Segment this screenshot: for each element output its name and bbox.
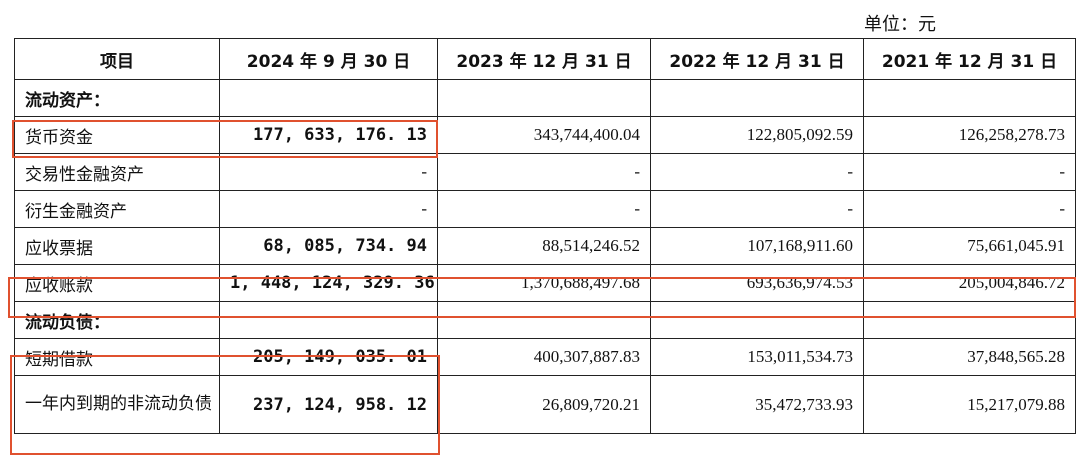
value-cell: - — [863, 190, 1076, 228]
empty-cell — [437, 79, 651, 117]
empty-cell — [863, 79, 1076, 117]
empty-cell — [650, 79, 864, 117]
row-label: 货币资金 — [14, 116, 220, 154]
table-row: 流动资产： — [14, 79, 1076, 117]
value-cell: - — [650, 153, 864, 191]
row-label: 一年内到期的非流动负债 — [14, 375, 220, 434]
empty-cell — [219, 301, 438, 339]
section-current-assets: 流动资产： — [14, 79, 220, 117]
value-cell: 126,258,278.73 — [863, 116, 1076, 154]
table-row: 衍生金融资产 - - - - — [14, 190, 1076, 228]
section-current-liabilities: 流动负债： — [14, 301, 220, 339]
header-2021-12-31: 2021 年 12 月 31 日 — [863, 38, 1076, 80]
value-cell: - — [437, 153, 651, 191]
empty-cell — [219, 79, 438, 117]
value-cell: 400,307,887.83 — [437, 338, 651, 376]
table-row: 短期借款 205, 149, 035. 01 400,307,887.83 15… — [14, 338, 1076, 376]
empty-cell — [437, 301, 651, 339]
value-cell: 343,744,400.04 — [437, 116, 651, 154]
empty-cell — [650, 301, 864, 339]
header-2023-12-31: 2023 年 12 月 31 日 — [437, 38, 651, 80]
value-cell: 26,809,720.21 — [437, 375, 651, 434]
value-cell: 107,168,911.60 — [650, 227, 864, 265]
row-label: 应收票据 — [14, 227, 220, 265]
table-row: 应收账款 1, 448, 124, 329. 36 1,370,688,497.… — [14, 264, 1076, 302]
value-cell: 177, 633, 176. 13 — [219, 116, 438, 154]
row-label: 短期借款 — [14, 338, 220, 376]
row-label: 衍生金融资产 — [14, 190, 220, 228]
value-cell: 15,217,079.88 — [863, 375, 1076, 434]
value-cell: 1,370,688,497.68 — [437, 264, 651, 302]
value-cell: 88,514,246.52 — [437, 227, 651, 265]
financial-table: 项目 2024 年 9 月 30 日 2023 年 12 月 31 日 2022… — [14, 38, 1076, 434]
value-cell: - — [219, 153, 438, 191]
empty-cell — [863, 301, 1076, 339]
header-2024-09-30: 2024 年 9 月 30 日 — [219, 38, 438, 80]
value-cell: 153,011,534.73 — [650, 338, 864, 376]
table-row: 货币资金 177, 633, 176. 13 343,744,400.04 12… — [14, 116, 1076, 154]
table-row: 交易性金融资产 - - - - — [14, 153, 1076, 191]
table-row: 应收票据 68, 085, 734. 94 88,514,246.52 107,… — [14, 227, 1076, 265]
value-cell: - — [219, 190, 438, 228]
value-cell: 122,805,092.59 — [650, 116, 864, 154]
value-cell: - — [650, 190, 864, 228]
value-cell: 205,004,846.72 — [863, 264, 1076, 302]
table-row: 流动负债： — [14, 301, 1076, 339]
row-label: 应收账款 — [14, 264, 220, 302]
value-cell: 237, 124, 958. 12 — [219, 375, 438, 434]
row-label: 交易性金融资产 — [14, 153, 220, 191]
value-cell: - — [863, 153, 1076, 191]
unit-label: 单位：元 — [864, 14, 936, 35]
table-row: 一年内到期的非流动负债 237, 124, 958. 12 26,809,720… — [14, 375, 1076, 434]
value-cell: 205, 149, 035. 01 — [219, 338, 438, 376]
value-cell: 35,472,733.93 — [650, 375, 864, 434]
value-cell: 75,661,045.91 — [863, 227, 1076, 265]
header-2022-12-31: 2022 年 12 月 31 日 — [650, 38, 864, 80]
value-cell: 693,636,974.53 — [650, 264, 864, 302]
value-cell: 68, 085, 734. 94 — [219, 227, 438, 265]
value-cell: 1, 448, 124, 329. 36 — [219, 264, 438, 302]
header-row: 项目 2024 年 9 月 30 日 2023 年 12 月 31 日 2022… — [14, 38, 1076, 80]
value-cell: 37,848,565.28 — [863, 338, 1076, 376]
header-item: 项目 — [14, 38, 220, 80]
value-cell: - — [437, 190, 651, 228]
